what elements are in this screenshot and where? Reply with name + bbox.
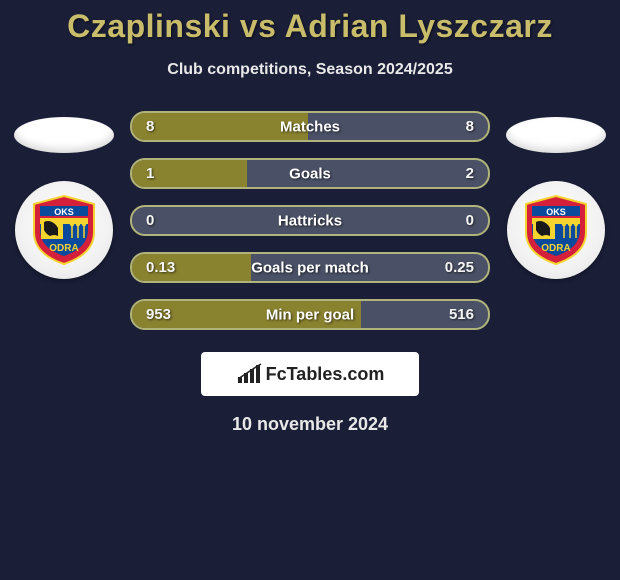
stat-bar: 8 Matches 8 — [130, 111, 490, 142]
date-label: 10 november 2024 — [0, 414, 620, 435]
stat-right-value: 8 — [434, 118, 474, 135]
stat-label: Goals — [289, 165, 331, 182]
stat-left-value: 953 — [146, 306, 186, 323]
branding-text: FcTables.com — [266, 364, 385, 385]
stat-right-value: 0.25 — [434, 259, 474, 276]
club-badge-svg: OKS ODRA — [520, 194, 592, 266]
stats-column: 8 Matches 8 1 Goals 2 0 Hattricks 0 0.13 Goals per… — [130, 111, 490, 330]
stat-right-value: 516 — [434, 306, 474, 323]
stat-label: Min per goal — [266, 306, 354, 323]
player-avatar-placeholder — [14, 117, 114, 153]
svg-text:OKS: OKS — [546, 207, 566, 217]
page-title: Czaplinski vs Adrian Lyszczarz — [0, 8, 620, 45]
stat-label: Matches — [280, 118, 340, 135]
club-badge-svg: OKS ODRA — [28, 194, 100, 266]
player-avatar-placeholder — [506, 117, 606, 153]
stat-label: Goals per match — [251, 259, 369, 276]
club-badge-left: OKS ODRA — [15, 181, 113, 279]
subtitle: Club competitions, Season 2024/2025 — [0, 61, 620, 79]
stat-left-value: 1 — [146, 165, 186, 182]
stat-left-value: 8 — [146, 118, 186, 135]
stat-bar: 0.13 Goals per match 0.25 — [130, 252, 490, 283]
stat-bar: 953 Min per goal 516 — [130, 299, 490, 330]
main-area: OKS ODRA — [0, 111, 620, 330]
badge-bottom-text: ODRA — [49, 243, 78, 254]
left-player-col: OKS ODRA — [14, 111, 114, 279]
badge-top-text: OKS — [54, 207, 74, 217]
stat-bar: 1 Goals 2 — [130, 158, 490, 189]
stat-left-value: 0 — [146, 212, 186, 229]
svg-text:ODRA: ODRA — [541, 243, 570, 254]
stat-bar: 0 Hattricks 0 — [130, 205, 490, 236]
stat-right-value: 2 — [434, 165, 474, 182]
stat-right-value: 0 — [434, 212, 474, 229]
comparison-card: Czaplinski vs Adrian Lyszczarz Club comp… — [0, 0, 620, 435]
branding-badge: FcTables.com — [201, 352, 419, 396]
stat-label: Hattricks — [278, 212, 342, 229]
club-badge-right: OKS ODRA — [507, 181, 605, 279]
bar-chart-icon — [236, 363, 262, 385]
right-player-col: OKS ODRA — [506, 111, 606, 279]
stat-left-value: 0.13 — [146, 259, 186, 276]
